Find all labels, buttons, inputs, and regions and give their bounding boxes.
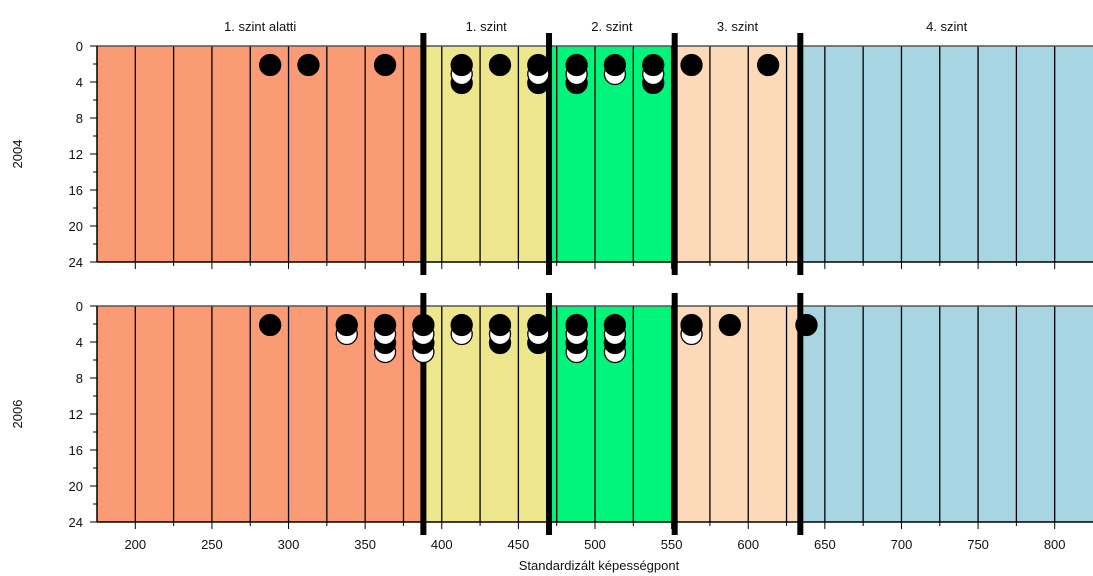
data-point bbox=[450, 313, 473, 337]
data-point bbox=[603, 313, 627, 337]
y-tick-label: 16 bbox=[69, 183, 83, 198]
x-tick-label: 700 bbox=[891, 537, 913, 552]
y-tick-label: 20 bbox=[69, 219, 83, 234]
data-point bbox=[373, 53, 397, 77]
data-point bbox=[795, 313, 818, 337]
x-tick-label: 500 bbox=[584, 537, 606, 552]
data-point bbox=[757, 53, 780, 77]
y-tick-label: 4 bbox=[76, 75, 83, 90]
data-point bbox=[259, 313, 282, 337]
x-tick-label: 350 bbox=[354, 537, 376, 552]
y-tick-label: 8 bbox=[76, 111, 83, 126]
y-tick-label: 12 bbox=[69, 407, 83, 422]
data-point bbox=[488, 313, 512, 337]
x-tick-label: 600 bbox=[737, 537, 759, 552]
data-point bbox=[412, 313, 435, 337]
level-band bbox=[800, 306, 1093, 522]
level-labels: 1. szint alatti 1. szint 2. szint 3. szint 4… bbox=[224, 19, 968, 34]
y-tick-label: 20 bbox=[69, 479, 83, 494]
x-tick-label: 400 bbox=[431, 537, 453, 552]
level-label: 2. szint bbox=[591, 19, 633, 34]
x-tick-label: 450 bbox=[508, 537, 530, 552]
level-band bbox=[97, 306, 424, 522]
data-point bbox=[527, 53, 550, 77]
data-point bbox=[335, 313, 358, 337]
y-tick-label: 16 bbox=[69, 443, 83, 458]
data-point bbox=[297, 53, 320, 77]
data-point bbox=[718, 313, 741, 337]
data-point bbox=[259, 53, 282, 77]
data-point bbox=[565, 53, 588, 77]
panel-year-label: 2006 bbox=[10, 400, 25, 429]
data-point bbox=[450, 53, 473, 77]
data-point bbox=[642, 53, 665, 77]
x-tick-label: 550 bbox=[661, 537, 683, 552]
data-point bbox=[565, 313, 588, 337]
y-tick-label: 8 bbox=[76, 371, 83, 386]
x-tick-label: 200 bbox=[124, 537, 146, 552]
x-tick-label: 750 bbox=[967, 537, 989, 552]
level-label: 1. szint bbox=[466, 19, 508, 34]
data-point bbox=[680, 53, 703, 77]
data-point bbox=[527, 313, 550, 337]
x-tick-label: 250 bbox=[201, 537, 223, 552]
level-band bbox=[97, 46, 424, 262]
y-tick-label: 4 bbox=[76, 335, 83, 350]
data-point bbox=[603, 53, 627, 77]
y-tick-label: 24 bbox=[69, 515, 83, 530]
x-axis-title: Standardizált képességpont bbox=[519, 558, 680, 573]
level-band bbox=[674, 46, 801, 262]
data-point bbox=[680, 313, 703, 337]
level-label: 3. szint bbox=[717, 19, 759, 34]
y-tick-label: 0 bbox=[76, 39, 83, 54]
data-point bbox=[488, 53, 512, 77]
level-band bbox=[800, 46, 1093, 262]
x-tick-label: 300 bbox=[278, 537, 300, 552]
x-tick-label: 650 bbox=[814, 537, 836, 552]
panel-year-label: 2004 bbox=[10, 140, 25, 169]
y-tick-label: 12 bbox=[69, 147, 83, 162]
x-tick-label: 800 bbox=[1044, 537, 1066, 552]
panel-2006: 0 4 8 12 16 20 24 2006 bbox=[10, 293, 1093, 535]
data-point bbox=[373, 313, 397, 337]
x-axis: 200 250 300 350 400 450 500 550 600 650 700 750 800 bbox=[124, 537, 1065, 552]
panel-2004: 0 4 8 12 16 20 24 2004 bbox=[10, 33, 1093, 275]
y-tick-label: 24 bbox=[69, 255, 83, 270]
y-tick-label: 0 bbox=[76, 299, 83, 314]
level-label: 1. szint alatti bbox=[224, 19, 296, 34]
level-label: 4. szint bbox=[926, 19, 968, 34]
